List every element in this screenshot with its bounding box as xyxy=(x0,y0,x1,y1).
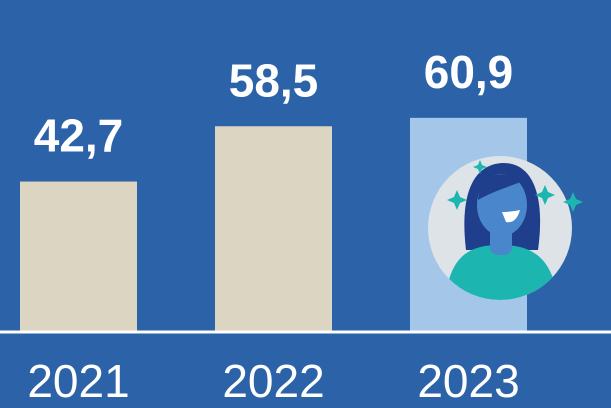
avatar-body xyxy=(445,245,558,300)
bar xyxy=(20,181,137,331)
sparkle xyxy=(473,160,487,174)
avatar xyxy=(428,156,583,300)
bar xyxy=(215,126,332,331)
sparkle xyxy=(563,192,583,212)
bars xyxy=(20,117,527,331)
x-tick-label: 2023 xyxy=(417,355,519,407)
sparkle xyxy=(447,190,467,210)
avatar-fringe xyxy=(478,174,525,200)
value-label: 42,7 xyxy=(34,110,124,162)
value-label: 60,9 xyxy=(424,46,514,98)
x-tick-label: 2021 xyxy=(27,355,129,407)
sparkle xyxy=(535,185,555,205)
x-tick-label: 2022 xyxy=(222,355,324,407)
value-label: 58,5 xyxy=(229,54,319,106)
avatar-smile xyxy=(502,210,520,223)
